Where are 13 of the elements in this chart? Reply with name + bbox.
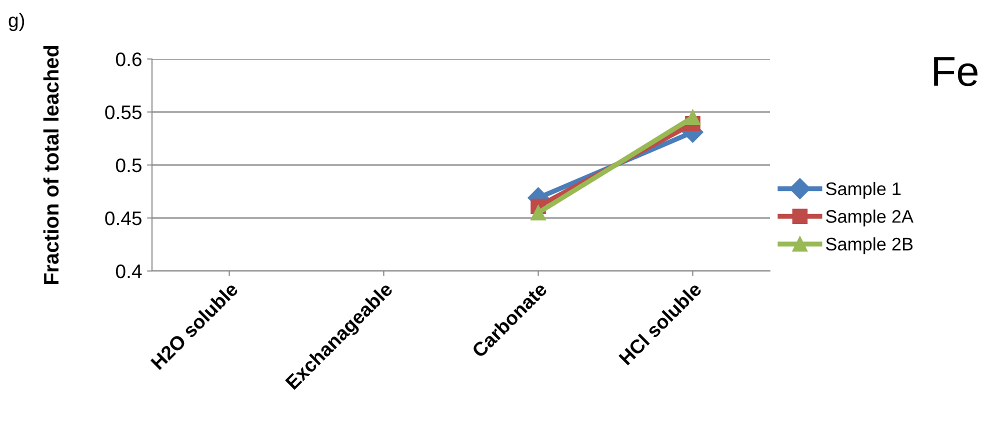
y-tick-label: 0.45	[105, 211, 142, 226]
y-tick-label: 0.6	[116, 52, 142, 66]
legend-label: Sample 2A	[826, 210, 914, 226]
y-tick-label: 0.4	[116, 264, 142, 278]
legend-label: Sample 2B	[826, 237, 913, 254]
y-tick-label: 0.5	[116, 158, 142, 172]
legend-label: Sample 1	[826, 182, 901, 199]
y-axis-title: Fraction of total leached	[43, 46, 59, 284]
y-tick-label: 0.55	[105, 105, 142, 120]
text: Fe	[934, 57, 978, 86]
point	[685, 110, 700, 125]
point	[530, 205, 546, 220]
text: g)	[8, 12, 24, 32]
